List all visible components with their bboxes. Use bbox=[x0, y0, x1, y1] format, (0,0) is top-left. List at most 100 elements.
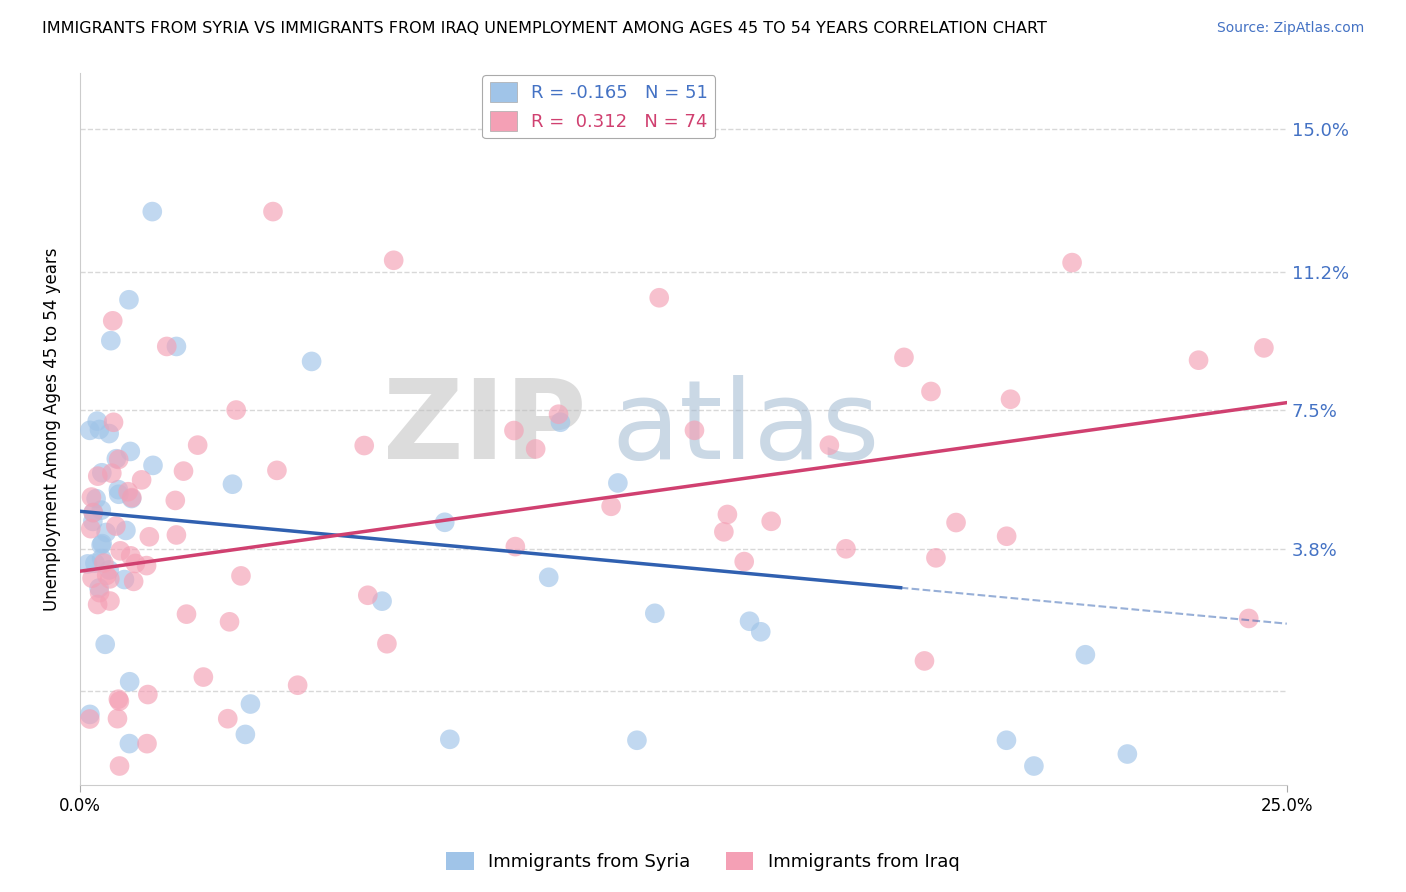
Point bbox=[93, 556, 115, 570]
Y-axis label: Unemployment Among Ages 45 to 54 years: Unemployment Among Ages 45 to 54 years bbox=[44, 247, 60, 611]
Point bbox=[433, 516, 456, 530]
Point bbox=[375, 637, 398, 651]
Point bbox=[357, 588, 380, 602]
Point bbox=[606, 475, 628, 490]
Point bbox=[503, 424, 526, 438]
Point bbox=[94, 637, 117, 651]
Point bbox=[118, 737, 141, 751]
Point bbox=[96, 525, 118, 540]
Point bbox=[218, 615, 240, 629]
Point bbox=[120, 549, 142, 563]
Point bbox=[1187, 353, 1209, 368]
Point bbox=[229, 569, 252, 583]
Point bbox=[82, 515, 104, 529]
Point bbox=[84, 556, 107, 570]
Point bbox=[90, 538, 112, 552]
Point bbox=[945, 516, 967, 530]
Point bbox=[107, 452, 129, 467]
Point bbox=[107, 712, 129, 726]
Point bbox=[759, 514, 782, 528]
Point bbox=[187, 438, 209, 452]
Point bbox=[79, 712, 101, 726]
Point bbox=[156, 339, 179, 353]
Point bbox=[644, 607, 666, 621]
Point bbox=[142, 458, 165, 473]
Point bbox=[1074, 648, 1097, 662]
Point bbox=[173, 464, 195, 478]
Point bbox=[115, 524, 138, 538]
Point bbox=[91, 536, 114, 550]
Point bbox=[835, 541, 858, 556]
Point bbox=[225, 403, 247, 417]
Point bbox=[103, 415, 125, 429]
Point bbox=[221, 477, 243, 491]
Point bbox=[82, 506, 104, 520]
Point bbox=[98, 572, 121, 586]
Point bbox=[266, 463, 288, 477]
Point bbox=[124, 557, 146, 571]
Point bbox=[1000, 392, 1022, 407]
Point bbox=[818, 438, 841, 452]
Point bbox=[537, 570, 560, 584]
Point bbox=[749, 624, 772, 639]
Point bbox=[87, 469, 110, 483]
Point bbox=[107, 483, 129, 497]
Point bbox=[217, 712, 239, 726]
Text: IMMIGRANTS FROM SYRIA VS IMMIGRANTS FROM IRAQ UNEMPLOYMENT AMONG AGES 45 TO 54 Y: IMMIGRANTS FROM SYRIA VS IMMIGRANTS FROM… bbox=[42, 21, 1047, 36]
Point bbox=[141, 204, 163, 219]
Point bbox=[136, 688, 159, 702]
Point bbox=[80, 571, 103, 585]
Point bbox=[89, 585, 111, 599]
Point bbox=[101, 466, 124, 480]
Point bbox=[101, 314, 124, 328]
Point bbox=[505, 540, 527, 554]
Point bbox=[235, 727, 257, 741]
Point bbox=[683, 423, 706, 437]
Point bbox=[117, 484, 139, 499]
Point bbox=[893, 351, 915, 365]
Point bbox=[76, 557, 98, 571]
Point bbox=[301, 354, 323, 368]
Point bbox=[90, 551, 112, 566]
Point bbox=[118, 674, 141, 689]
Point bbox=[239, 697, 262, 711]
Point bbox=[165, 528, 187, 542]
Point bbox=[98, 426, 121, 441]
Point bbox=[131, 473, 153, 487]
Point bbox=[86, 598, 108, 612]
Point bbox=[550, 415, 572, 429]
Point bbox=[87, 581, 110, 595]
Point bbox=[122, 574, 145, 589]
Point bbox=[90, 466, 112, 480]
Point bbox=[995, 529, 1018, 543]
Point bbox=[108, 759, 131, 773]
Point bbox=[733, 555, 755, 569]
Point bbox=[176, 607, 198, 621]
Point bbox=[80, 490, 103, 504]
Point bbox=[925, 550, 948, 565]
Point bbox=[713, 524, 735, 539]
Point bbox=[79, 707, 101, 722]
Point bbox=[98, 563, 121, 577]
Point bbox=[995, 733, 1018, 747]
Point bbox=[193, 670, 215, 684]
Text: Source: ZipAtlas.com: Source: ZipAtlas.com bbox=[1216, 21, 1364, 35]
Point bbox=[114, 573, 136, 587]
Point bbox=[89, 422, 111, 436]
Point bbox=[165, 339, 187, 353]
Point bbox=[136, 737, 159, 751]
Text: atlas: atlas bbox=[612, 376, 879, 483]
Point bbox=[90, 503, 112, 517]
Point bbox=[100, 334, 122, 348]
Point bbox=[353, 438, 375, 452]
Point bbox=[524, 442, 547, 456]
Point bbox=[287, 678, 309, 692]
Legend: R = -0.165   N = 51, R =  0.312   N = 74: R = -0.165 N = 51, R = 0.312 N = 74 bbox=[482, 75, 716, 138]
Point bbox=[86, 414, 108, 428]
Point bbox=[1116, 747, 1139, 761]
Point bbox=[135, 558, 157, 573]
Point bbox=[371, 594, 394, 608]
Point bbox=[165, 493, 187, 508]
Point bbox=[108, 694, 131, 708]
Point bbox=[600, 500, 623, 514]
